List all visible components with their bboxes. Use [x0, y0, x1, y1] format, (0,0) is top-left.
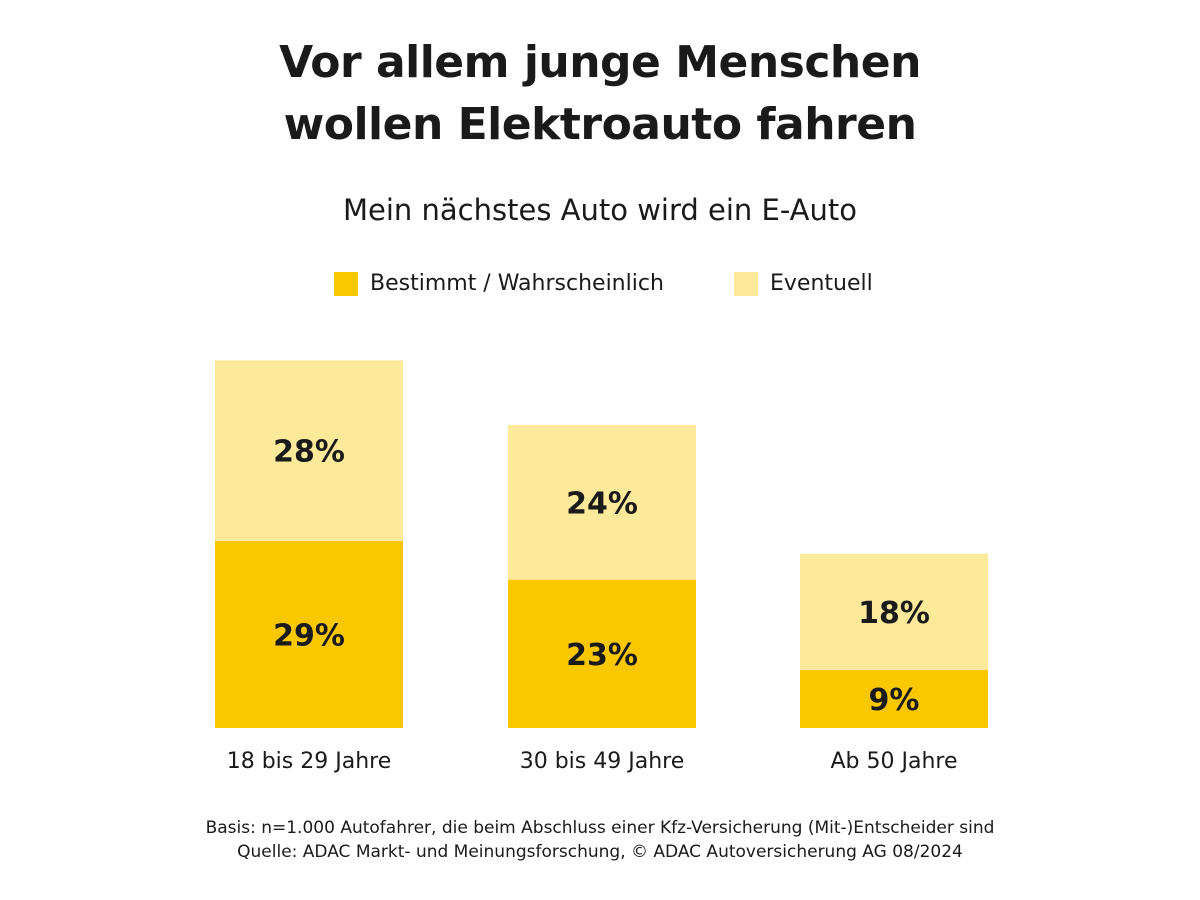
bar-bestimmt-30-49	[508, 579, 696, 728]
chart-title-line-2: wollen Elektroauto fahren	[283, 99, 917, 150]
footer-notes: Basis: n=1.000 Autofahrer, die beim Absc…	[0, 816, 1200, 864]
category-label-18-29: 18 bis 29 Jahre	[227, 749, 392, 774]
legend-item-eventuell: Eventuell	[734, 268, 873, 300]
category-label-ab-50: Ab 50 Jahre	[830, 749, 957, 774]
legend-swatch-eventuell	[734, 272, 758, 296]
chart-title-line-1: Vor allem junge Menschen	[279, 37, 921, 88]
legend-swatch-bestimmt	[334, 272, 358, 296]
legend-item-bestimmt: Bestimmt / Wahrscheinlich	[334, 268, 664, 300]
bar-eventuell-18-29	[215, 360, 403, 541]
chart-title: Vor allem junge Menschen wollen Elektroa…	[0, 32, 1200, 156]
footer-basis: Basis: n=1.000 Autofahrer, die beim Absc…	[205, 818, 995, 838]
bar-bestimmt-ab-50	[800, 669, 988, 728]
data-label-eventuell-ab-50: 18%	[858, 596, 930, 631]
chart-subtitle: Mein nächstes Auto wird ein E-Auto	[343, 193, 857, 227]
legend: Bestimmt / Wahrscheinlich Eventuell	[0, 268, 1200, 300]
legend-label-bestimmt: Bestimmt / Wahrscheinlich	[370, 271, 664, 296]
stacked-bar-chart: 29% 28% 18 bis 29 Jahre 23% 24% 30 bis 49 Jah…	[215, 360, 988, 774]
data-label-bestimmt-30-49: 23%	[566, 638, 638, 673]
data-label-eventuell-18-29: 28%	[273, 435, 345, 470]
bar-bestimmt-18-29	[215, 540, 403, 728]
data-label-bestimmt-ab-50: 9%	[869, 683, 920, 718]
legend-label-eventuell: Eventuell	[770, 271, 873, 296]
category-label-30-49: 30 bis 49 Jahre	[520, 749, 685, 774]
footer-source: Quelle: ADAC Markt- und Meinungsforschun…	[237, 842, 963, 862]
data-label-bestimmt-18-29: 29%	[273, 618, 345, 653]
bar-eventuell-ab-50	[800, 553, 988, 670]
data-label-eventuell-30-49: 24%	[566, 486, 638, 521]
bar-eventuell-30-49	[508, 424, 696, 580]
